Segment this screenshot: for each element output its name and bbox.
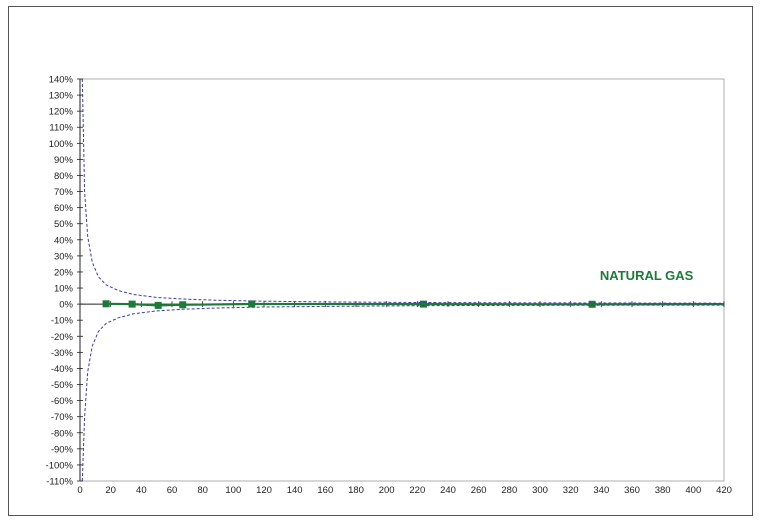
y-axis-ticks: 140% 130% 120% 110% 100% 90% 80% 70% 60% 50% 40% 30… — [46, 75, 83, 488]
y-tick-label: 50% — [54, 219, 74, 230]
y-tick-label: 80% — [54, 171, 74, 182]
x-tick-label: 380 — [655, 485, 671, 496]
x-tick-label: 360 — [624, 485, 640, 496]
x-tick-label: 280 — [501, 485, 517, 496]
y-tick-label: -80% — [51, 428, 74, 439]
y-tick-label: -40% — [51, 364, 74, 375]
data-point-marker — [154, 301, 162, 309]
y-tick-label: 140% — [49, 75, 74, 86]
y-tick-label: 120% — [49, 107, 74, 118]
series-line-data — [106, 302, 725, 307]
x-tick-label: 160 — [317, 485, 333, 496]
x-tick-label: 120 — [256, 485, 272, 496]
x-tick-label: 40 — [136, 485, 147, 496]
plot-area — [79, 78, 725, 482]
y-tick-label: -50% — [51, 380, 74, 391]
x-tick-label: 100 — [225, 485, 241, 496]
series-annotation: NATURAL GAS — [600, 268, 694, 283]
y-tick-label: 90% — [54, 155, 74, 166]
x-tick-label: 340 — [593, 485, 609, 496]
data-point-marker — [419, 300, 427, 308]
x-tick-label: 60 — [167, 485, 178, 496]
y-tick-label: 20% — [54, 267, 74, 278]
y-tick-label: 30% — [54, 251, 74, 262]
y-tick-label: -110% — [46, 477, 73, 488]
y-tick-label: -30% — [51, 348, 74, 359]
y-tick-label: 130% — [49, 91, 74, 102]
data-point-marker — [128, 300, 136, 308]
data-point-marker — [102, 300, 110, 308]
series-line-lower-envelope — [81, 304, 725, 482]
y-tick-label: -60% — [51, 396, 74, 407]
x-tick-label: 400 — [685, 485, 701, 496]
y-tick-label: 70% — [54, 187, 74, 198]
x-tick-label: 200 — [379, 485, 395, 496]
data-point-marker — [588, 300, 596, 308]
y-tick-label: -10% — [51, 316, 74, 327]
x-tick-label: 420 — [716, 485, 732, 496]
y-tick-label: 40% — [54, 235, 74, 246]
x-tick-label: 240 — [440, 485, 456, 496]
y-tick-label: 0% — [59, 300, 73, 311]
x-tick-label: 180 — [348, 485, 364, 496]
data-point-marker — [248, 300, 256, 308]
y-tick-label: 100% — [49, 139, 74, 150]
x-tick-label: 0 — [77, 485, 82, 496]
x-tick-label: 20 — [105, 485, 116, 496]
y-tick-label: 10% — [54, 284, 74, 295]
x-tick-label: 80 — [197, 485, 208, 496]
x-tick-label: 140 — [287, 485, 303, 496]
y-tick-label: 60% — [54, 203, 74, 214]
x-tick-label: 260 — [471, 485, 487, 496]
y-tick-label: -90% — [51, 444, 74, 455]
x-tick-label: 220 — [409, 485, 425, 496]
series-line-upper-envelope — [81, 78, 725, 304]
series-layer — [81, 78, 725, 482]
y-tick-label: -70% — [51, 412, 74, 423]
y-tick-label: 110% — [49, 123, 73, 134]
data-point-marker — [179, 301, 187, 309]
y-tick-label: -20% — [51, 332, 74, 343]
chart-frame — [8, 6, 753, 516]
y-tick-label: -100% — [46, 460, 74, 471]
x-tick-label: 320 — [563, 485, 579, 496]
x-tick-label: 300 — [532, 485, 548, 496]
